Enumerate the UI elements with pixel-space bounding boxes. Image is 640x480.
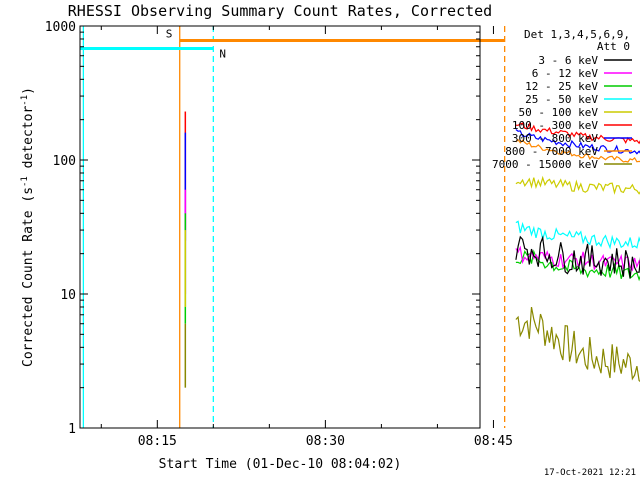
x-tick-label: 08:45	[474, 434, 513, 449]
series-line	[515, 235, 640, 279]
x-tick-label: 08:15	[138, 434, 177, 449]
y-axis-label: Corrected Count Rate (s-1 detector-1)	[20, 87, 36, 367]
series-line	[515, 249, 640, 282]
y-axis-label-mid: detector	[21, 106, 36, 177]
legend-header: Att 0	[597, 40, 630, 53]
y-tick-label: 100	[53, 154, 76, 169]
y-axis-label-base: Corrected Count Rate (s	[21, 187, 36, 367]
legend-label: 100 - 300 keV	[512, 119, 598, 132]
legend-label: 6 - 12 keV	[532, 67, 599, 80]
flag-label: S	[166, 27, 173, 40]
series-line	[515, 175, 640, 195]
series-line	[515, 306, 640, 383]
x-axis-label: Start Time (01-Dec-10 08:04:02)	[159, 457, 402, 472]
series-line	[515, 245, 640, 272]
y-tick-label: 1	[68, 422, 76, 437]
legend-label: 50 - 100 keV	[519, 106, 599, 119]
legend-label: 800 - 7000 keV	[505, 145, 598, 158]
y-axis-label-sup-1: -1	[20, 176, 30, 187]
series-line	[515, 138, 640, 163]
y-axis-label-sup-2: -1	[20, 95, 30, 106]
series-line	[515, 220, 640, 250]
legend-label: 7000 - 15000 keV	[492, 158, 598, 171]
legend-label: 3 - 6 keV	[538, 54, 598, 67]
legend-header: Det 1,3,4,5,6,9,	[524, 28, 630, 41]
plot-frame	[79, 25, 481, 429]
y-axis-label-end: )	[21, 87, 36, 95]
footer-timestamp: 17-Oct-2021 12:21	[544, 468, 636, 478]
plot-area: SNF	[80, 26, 640, 428]
x-tick-label: 08:30	[306, 434, 345, 449]
legend-label: 12 - 25 keV	[525, 80, 598, 93]
y-tick-label: 10	[60, 288, 76, 303]
chart-title: RHESSI Observing Summary Count Rates, Co…	[68, 2, 492, 20]
flag-label: N	[219, 47, 226, 60]
y-tick-label: 1000	[45, 20, 76, 35]
legend-label: 25 - 50 keV	[525, 93, 598, 106]
series-line	[515, 122, 640, 145]
series-line	[515, 129, 640, 155]
legend-label: 300 - 800 keV	[512, 132, 598, 145]
